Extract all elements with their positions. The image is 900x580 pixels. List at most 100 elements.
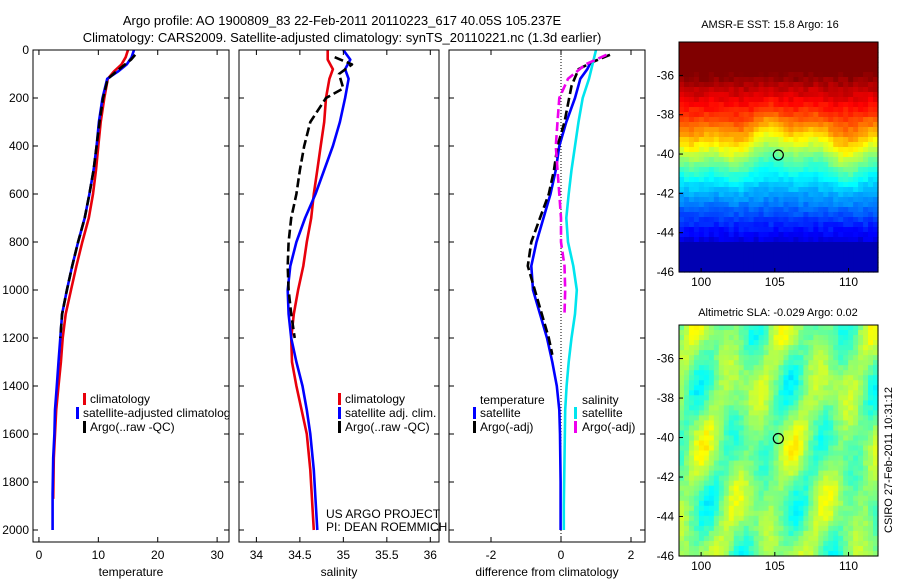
sla_map-cell	[723, 455, 730, 462]
sst_map-cell	[688, 172, 695, 178]
sla_map-cell	[828, 400, 834, 406]
sst_map-cell	[818, 127, 824, 133]
sst_map-cell	[708, 237, 715, 243]
legend-label-climatology: climatology	[90, 392, 150, 406]
sst_map-cell	[848, 52, 854, 58]
sst_map-cell	[733, 72, 740, 78]
sla_map-cell	[693, 375, 700, 381]
sla_map-cell	[718, 470, 725, 477]
sst_map-cell	[853, 202, 859, 208]
sst_map-cell	[713, 157, 720, 163]
sst_map-cell	[723, 47, 730, 53]
sla_map-cell	[848, 545, 854, 552]
sst_map-cell	[833, 252, 839, 258]
sst_map-cell	[679, 202, 685, 208]
sla_map-cell	[818, 365, 824, 371]
sst_map-cell	[693, 232, 700, 238]
sst_map-cell	[843, 132, 849, 138]
sla_map-cell	[693, 355, 700, 361]
sst_map-cell	[738, 177, 745, 183]
sst_map-cell	[828, 127, 834, 133]
sla_map-cell	[848, 470, 854, 477]
sla_map-cell	[718, 345, 725, 351]
sla_map-cell	[788, 510, 795, 517]
sla_map-cell	[698, 470, 705, 477]
sst_map-cell	[713, 92, 720, 98]
sla_map-cell	[728, 390, 735, 396]
sla_map-cell	[703, 500, 710, 507]
sla_map-cell	[818, 335, 824, 341]
sst_map-cell	[823, 237, 829, 243]
sla_map-cell	[833, 360, 839, 366]
sla_map-cell	[718, 520, 725, 527]
sst_map-cell	[783, 117, 790, 123]
sst_map-cell	[833, 62, 839, 68]
sla_map-cell	[718, 355, 725, 361]
sst_map-cell	[679, 117, 685, 123]
sla_map-cell	[808, 345, 814, 351]
sla_map-cell	[818, 385, 824, 391]
sla_map-cell	[753, 525, 760, 532]
temperature-ytick-label: 1600	[2, 427, 29, 441]
sst_map-cell	[743, 122, 750, 128]
sst_map-cell	[783, 212, 790, 218]
sla_map-cell	[679, 440, 685, 447]
sla_map-cell	[778, 520, 785, 527]
sla_map-cell	[858, 525, 864, 532]
sla_map-cell	[833, 450, 839, 457]
sla_map-cell	[728, 335, 735, 341]
sla_map-cell	[688, 350, 695, 356]
sla_map-cell	[698, 465, 705, 472]
sla_map-cell	[778, 395, 785, 401]
sst_map-cell	[798, 132, 804, 138]
sla_map-cell	[728, 450, 735, 457]
sla_map-cell	[768, 505, 775, 512]
sla_map-cell	[873, 375, 879, 381]
sst_map-cell	[688, 72, 695, 78]
sst_map-cell	[818, 97, 824, 103]
sla_map-cell	[763, 515, 770, 522]
sla_map-cell	[738, 385, 745, 391]
sst_map-cell	[823, 162, 829, 168]
sla_map-cell	[868, 525, 874, 532]
sst_map-cell	[808, 212, 814, 218]
sst_map-cell	[858, 57, 864, 63]
sla_map-cell	[748, 390, 755, 396]
sst_map-cell	[703, 82, 710, 88]
sla_map-cell	[823, 370, 829, 376]
sst_map-cell	[753, 152, 760, 158]
legend-swatch-sal-satellite	[574, 407, 577, 419]
sst_map-cell	[728, 187, 735, 193]
sla_map-cell	[803, 400, 809, 406]
sla_map-cell	[788, 540, 795, 547]
sla_map-cell	[873, 390, 879, 396]
sst_map-cell	[848, 222, 854, 228]
sst_map-cell	[798, 227, 804, 233]
sst_map-cell	[733, 217, 740, 223]
sst_map-cell	[823, 122, 829, 128]
legend-swatch-argo	[83, 421, 86, 433]
sst_map-cell	[778, 257, 785, 263]
sla_map-cell	[828, 520, 834, 527]
sst_map-cell	[738, 257, 745, 263]
sst_map-cell	[778, 262, 785, 268]
sla_map-cell	[738, 375, 745, 381]
sst_map-cell	[713, 222, 720, 228]
sla_map-cell	[858, 355, 864, 361]
sla_map-cell	[863, 505, 869, 512]
sla_map-xtick-label: 100	[691, 559, 711, 573]
sst_map-cell	[753, 232, 760, 238]
sst_map-cell	[873, 112, 879, 118]
sla_map-cell	[753, 485, 760, 492]
sst_map-cell	[693, 252, 700, 258]
sla_map-cell	[708, 460, 715, 467]
sla_map-cell	[733, 395, 740, 401]
sst_map-cell	[768, 97, 775, 103]
sla_map-cell	[848, 450, 854, 457]
sla_map-cell	[758, 530, 765, 537]
sla_map-cell	[843, 470, 849, 477]
sla_map-cell	[768, 525, 775, 532]
temperature-ytick-label: 0	[22, 43, 29, 57]
sla_map-cell	[818, 390, 824, 396]
sst_map-cell	[733, 192, 740, 198]
